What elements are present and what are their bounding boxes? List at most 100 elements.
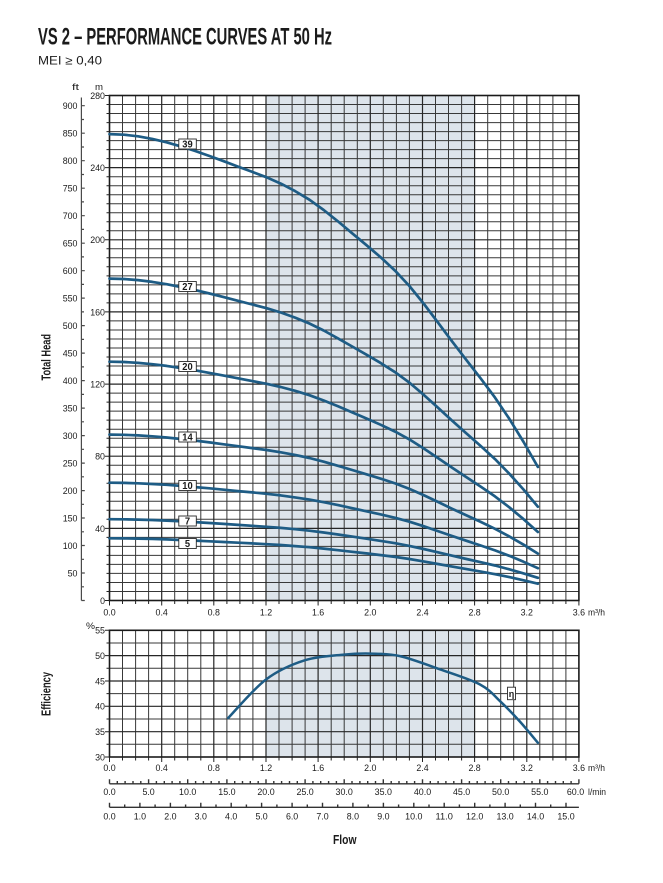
svg-text:6.0: 6.0 [286, 811, 298, 822]
svg-text:l/min: l/min [588, 787, 606, 798]
svg-text:25.0: 25.0 [296, 787, 313, 798]
svg-text:40: 40 [95, 702, 105, 713]
svg-text:η: η [509, 689, 515, 699]
svg-text:10: 10 [182, 481, 193, 492]
svg-text:700: 700 [63, 211, 78, 222]
svg-text:400: 400 [63, 376, 78, 387]
svg-text:0.0: 0.0 [103, 811, 115, 822]
svg-text:2.0: 2.0 [364, 607, 376, 618]
svg-text:12.0: 12.0 [466, 811, 483, 822]
svg-text:800: 800 [63, 156, 78, 167]
svg-text:7: 7 [185, 517, 191, 528]
svg-text:m³/h: m³/h [588, 607, 605, 618]
svg-text:1.0: 1.0 [134, 811, 146, 822]
svg-text:55: 55 [95, 626, 105, 637]
svg-text:8.0: 8.0 [347, 811, 359, 822]
svg-text:35: 35 [95, 727, 105, 738]
svg-text:2.4: 2.4 [416, 607, 428, 618]
svg-text:3.2: 3.2 [521, 607, 533, 618]
svg-text:20: 20 [182, 362, 193, 373]
svg-text:550: 550 [63, 294, 78, 305]
svg-text:35.0: 35.0 [375, 787, 392, 798]
svg-text:50: 50 [95, 651, 105, 662]
svg-text:ft: ft [72, 82, 79, 93]
svg-text:0.0: 0.0 [103, 787, 115, 798]
svg-text:500: 500 [63, 321, 78, 332]
svg-text:280: 280 [90, 91, 105, 102]
svg-text:1.2: 1.2 [260, 763, 272, 774]
svg-text:150: 150 [63, 513, 78, 524]
svg-text:Efficiency: Efficiency [40, 672, 54, 716]
svg-text:250: 250 [63, 459, 78, 470]
svg-text:80: 80 [95, 452, 105, 463]
svg-text:3.6: 3.6 [573, 763, 585, 774]
svg-text:45: 45 [95, 676, 105, 687]
svg-text:100: 100 [63, 541, 78, 552]
svg-text:30.0: 30.0 [336, 787, 353, 798]
svg-text:VS 2 – PERFORMANCE CURVES AT 5: VS 2 – PERFORMANCE CURVES AT 50 Hz [38, 24, 332, 50]
svg-text:10.0: 10.0 [405, 811, 422, 822]
svg-text:5.0: 5.0 [255, 811, 267, 822]
svg-text:200: 200 [90, 235, 105, 246]
svg-text:160: 160 [90, 307, 105, 318]
svg-text:MEI ≥ 0,40: MEI ≥ 0,40 [38, 53, 102, 67]
svg-text:0.0: 0.0 [103, 763, 115, 774]
svg-text:0.4: 0.4 [156, 763, 168, 774]
svg-text:2.8: 2.8 [468, 763, 480, 774]
svg-text:40: 40 [95, 524, 105, 535]
svg-text:27: 27 [182, 282, 193, 293]
svg-text:%: % [86, 621, 96, 632]
svg-text:30: 30 [95, 752, 105, 763]
svg-text:7.0: 7.0 [316, 811, 328, 822]
svg-text:0.8: 0.8 [208, 607, 220, 618]
svg-text:1.6: 1.6 [312, 763, 324, 774]
svg-text:2.8: 2.8 [468, 607, 480, 618]
svg-text:55.0: 55.0 [531, 787, 548, 798]
svg-text:4.0: 4.0 [225, 811, 237, 822]
svg-text:13.0: 13.0 [496, 811, 513, 822]
svg-text:60.0: 60.0 [567, 787, 584, 798]
svg-text:120: 120 [90, 380, 105, 391]
svg-text:300: 300 [63, 431, 78, 442]
svg-text:45.0: 45.0 [453, 787, 470, 798]
svg-text:9.0: 9.0 [377, 811, 389, 822]
svg-text:m: m [95, 82, 103, 93]
svg-text:11.0: 11.0 [436, 811, 453, 822]
svg-text:600: 600 [63, 266, 78, 277]
svg-text:2.0: 2.0 [164, 811, 176, 822]
svg-text:750: 750 [63, 184, 78, 195]
svg-text:40.0: 40.0 [414, 787, 431, 798]
svg-text:1.2: 1.2 [260, 607, 272, 618]
svg-text:2.0: 2.0 [364, 763, 376, 774]
svg-text:14: 14 [182, 433, 193, 444]
svg-text:3.6: 3.6 [573, 607, 585, 618]
svg-text:3.0: 3.0 [195, 811, 207, 822]
svg-text:0.8: 0.8 [208, 763, 220, 774]
svg-text:200: 200 [63, 486, 78, 497]
svg-text:Flow: Flow [333, 833, 357, 847]
svg-text:50: 50 [68, 568, 78, 579]
svg-text:0: 0 [100, 596, 105, 607]
svg-text:14.0: 14.0 [527, 811, 544, 822]
svg-text:850: 850 [63, 129, 78, 140]
svg-text:15.0: 15.0 [218, 787, 235, 798]
svg-text:3.2: 3.2 [521, 763, 533, 774]
svg-text:15.0: 15.0 [557, 811, 574, 822]
svg-text:50.0: 50.0 [492, 787, 509, 798]
svg-text:m³/h: m³/h [588, 763, 605, 774]
svg-text:0.0: 0.0 [103, 607, 115, 618]
svg-text:450: 450 [63, 349, 78, 360]
svg-text:900: 900 [63, 101, 78, 112]
svg-text:10.0: 10.0 [179, 787, 196, 798]
svg-text:0.4: 0.4 [156, 607, 168, 618]
svg-text:2.4: 2.4 [416, 763, 428, 774]
svg-text:350: 350 [63, 404, 78, 415]
svg-text:5.0: 5.0 [142, 787, 154, 798]
svg-text:Total Head: Total Head [40, 334, 54, 381]
svg-text:650: 650 [63, 239, 78, 250]
svg-text:240: 240 [90, 163, 105, 174]
svg-text:20.0: 20.0 [257, 787, 274, 798]
svg-text:39: 39 [182, 140, 193, 151]
svg-text:5: 5 [185, 539, 191, 550]
svg-text:1.6: 1.6 [312, 607, 324, 618]
